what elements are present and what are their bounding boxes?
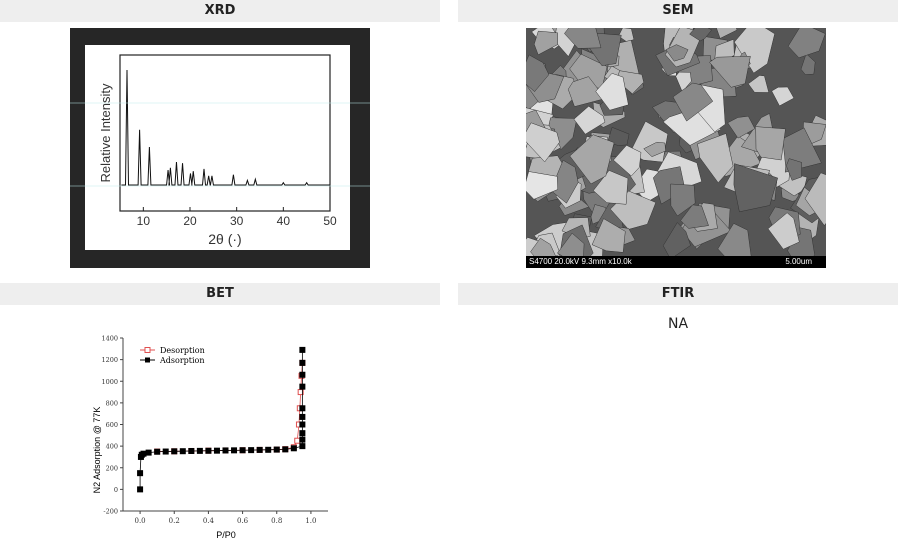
sem-scale-label: 5.00um xyxy=(785,256,812,268)
bet-ytick-label: 1200 xyxy=(101,356,118,364)
sem-image: S4700 20.0kV 9.3mm x10.0k 5.00um xyxy=(526,28,826,268)
bet-series-line-adsorption xyxy=(140,350,302,489)
bet-point-adsorption xyxy=(146,450,151,455)
bet-ytick-label: 400 xyxy=(106,443,118,451)
xrd-tick-label: 40 xyxy=(277,214,291,228)
sem-crystal xyxy=(716,28,737,38)
bet-point-adsorption xyxy=(300,444,305,449)
bet-point-adsorption xyxy=(266,447,271,452)
bet-point-adsorption xyxy=(291,446,296,451)
bet-point-adsorption xyxy=(180,449,185,454)
bet-xtick-label: 0.0 xyxy=(135,517,146,525)
bet-ytick-label: 1000 xyxy=(101,378,118,386)
bet-xtick-label: 0.4 xyxy=(203,517,215,525)
bet-ytick-label: 1400 xyxy=(101,335,118,343)
sem-crystal xyxy=(801,54,815,75)
bet-ytick-label: 600 xyxy=(106,421,118,429)
bet-point-adsorption xyxy=(214,448,219,453)
bet-image: -200 0 200 400 600 800 1000 1200 1400 0.0 0.2 0.4 0.… xyxy=(60,320,350,546)
bet-xtick-label: 0.6 xyxy=(237,517,249,525)
bet-point-adsorption xyxy=(172,449,177,454)
sem-crystal xyxy=(788,28,825,58)
legend-desorption: Desorption xyxy=(160,346,205,355)
bet-point-adsorption xyxy=(155,449,160,454)
xrd-tick-label: 50 xyxy=(323,214,337,228)
xrd-tick-label: 10 xyxy=(137,214,151,228)
bet-xtick-label: 0.8 xyxy=(271,517,282,525)
bet-point-adsorption xyxy=(257,447,262,452)
bet-ytick-label: -200 xyxy=(103,508,118,516)
bet-point-adsorption xyxy=(300,384,305,389)
bet-point-adsorption xyxy=(189,448,194,453)
bet-ytick-label: 0 xyxy=(114,486,118,494)
bet-point-adsorption xyxy=(138,487,143,492)
bet-point-desorption xyxy=(295,438,300,443)
xrd-header: XRD xyxy=(0,0,440,22)
ftir-value: NA xyxy=(458,316,898,332)
xrd-tick-label: 30 xyxy=(230,214,244,228)
sem-header: SEM xyxy=(458,0,898,22)
bet-point-adsorption xyxy=(300,360,305,365)
bet-point-adsorption xyxy=(300,414,305,419)
legend-desorption-marker xyxy=(145,348,150,353)
bet-legend: Desorption Adsorption xyxy=(140,346,205,365)
sem-caption-left: S4700 20.0kV 9.3mm x10.0k xyxy=(529,256,632,268)
sem-crystal xyxy=(772,87,794,106)
bet-header: BET xyxy=(0,283,440,305)
ftir-header: FTIR xyxy=(458,283,898,305)
xrd-tick-label: 20 xyxy=(183,214,197,228)
bet-point-adsorption xyxy=(300,372,305,377)
bet-point-adsorption xyxy=(249,448,254,453)
bet-point-adsorption xyxy=(138,471,143,476)
bet-ytick-label: 200 xyxy=(106,464,118,472)
xrd-chart: 10 20 30 40 50 Relative Intensity 2θ (·) xyxy=(70,28,370,268)
xrd-xlabel: 2θ (·) xyxy=(208,231,241,247)
bet-point-adsorption xyxy=(300,437,305,442)
bet-point-adsorption xyxy=(283,447,288,452)
bet-ytick-label: 800 xyxy=(106,399,118,407)
bet-chart: -200 0 200 400 600 800 1000 1200 1400 0.0 0.2 0.4 0.… xyxy=(60,320,350,546)
bet-point-adsorption xyxy=(206,448,211,453)
bet-point-adsorption xyxy=(300,422,305,427)
sem-micrograph xyxy=(526,28,826,268)
bet-point-adsorption xyxy=(240,448,245,453)
bet-point-adsorption xyxy=(274,447,279,452)
sem-crystal xyxy=(756,127,786,160)
bet-point-adsorption xyxy=(197,448,202,453)
bet-point-adsorption xyxy=(141,451,146,456)
bet-point-adsorption xyxy=(163,449,168,454)
sem-caption-bar: S4700 20.0kV 9.3mm x10.0k 5.00um xyxy=(526,256,826,268)
bet-ylabel: N2 Adsorption @ 77K xyxy=(92,407,102,494)
xrd-image: 10 20 30 40 50 Relative Intensity 2θ (·) xyxy=(70,28,370,268)
bet-point-adsorption xyxy=(300,431,305,436)
bet-xtick-label: 0.2 xyxy=(169,517,180,525)
sem-crystal xyxy=(534,31,558,55)
xrd-ylabel: Relative Intensity xyxy=(98,83,113,182)
legend-adsorption: Adsorption xyxy=(159,356,205,365)
bet-point-adsorption xyxy=(232,448,237,453)
bet-point-adsorption xyxy=(223,448,228,453)
bet-point-adsorption xyxy=(300,347,305,352)
sem-crystal xyxy=(748,75,769,92)
bet-point-adsorption xyxy=(300,406,305,411)
bet-xtick-label: 1.0 xyxy=(305,517,316,525)
bet-xlabel: P/P0 xyxy=(216,530,236,540)
bet-series-line-desorption xyxy=(157,363,302,452)
legend-adsorption-marker xyxy=(145,358,150,363)
